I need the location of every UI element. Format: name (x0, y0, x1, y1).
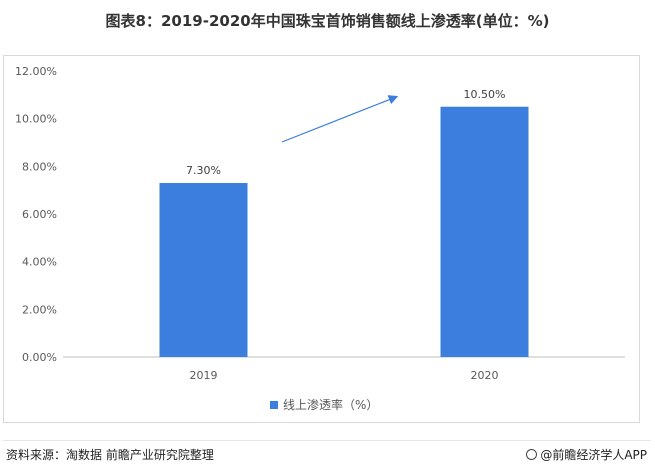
data-label-2020: 10.50% (464, 88, 506, 101)
y-tick-label: 6.00% (22, 208, 57, 221)
footer-divider (3, 440, 651, 441)
y-tick-label: 2.00% (22, 303, 57, 316)
y-tick-label: 10.00% (15, 113, 57, 126)
legend-swatch (270, 400, 278, 409)
y-tick-label: 8.00% (22, 160, 57, 173)
brand-text: @前瞻经济学人APP (540, 448, 647, 462)
y-tick-label: 0.00% (22, 351, 57, 364)
source-note: 资料来源：淘数据 前瞻产业研究院整理 (6, 448, 214, 462)
brand-mark: @前瞻经济学人APP (526, 446, 647, 463)
bar-2019 (159, 183, 248, 357)
y-tick-label: 4.00% (22, 256, 57, 269)
x-tick-label: 2020 (471, 369, 499, 382)
data-label-2019: 7.30% (186, 164, 221, 177)
legend-label: 线上渗透率（%） (283, 398, 379, 412)
y-tick-label: 12.00% (15, 65, 57, 78)
legend: 线上渗透率（%） (270, 396, 378, 413)
bar-2020 (440, 106, 529, 357)
x-tick-label: 2019 (190, 369, 218, 382)
trend-arrow (281, 95, 399, 143)
brand-logo-icon (526, 449, 538, 460)
chart-frame (3, 55, 640, 423)
chart-title: 图表8：2019-2020年中国珠宝首饰销售额线上渗透率(单位：%) (105, 12, 550, 30)
